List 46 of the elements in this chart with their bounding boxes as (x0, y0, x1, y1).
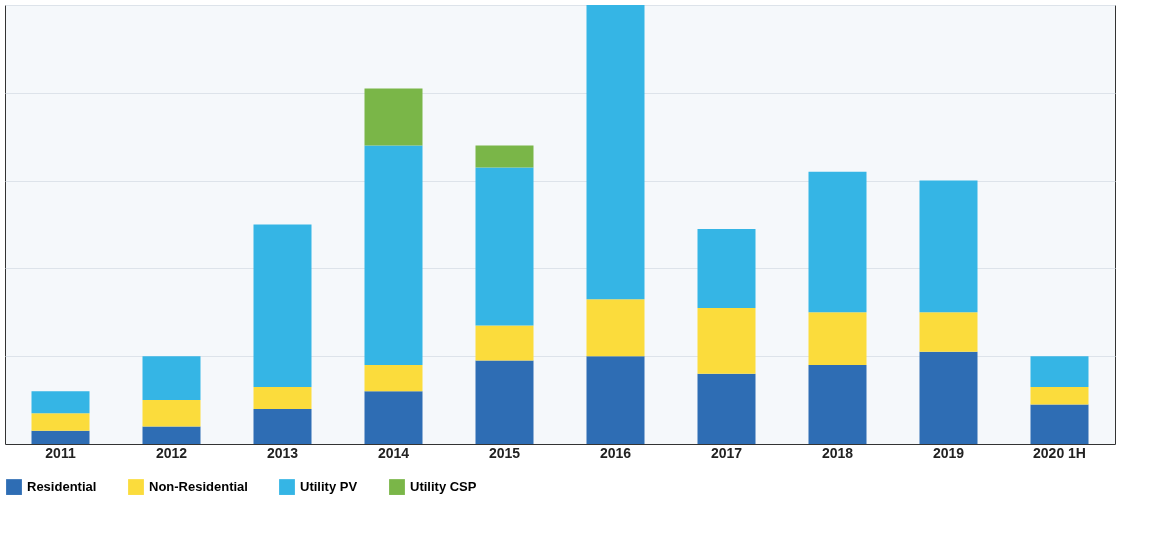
bar (919, 180, 978, 313)
bar (586, 299, 645, 357)
bar (919, 312, 978, 352)
legend-label: Utility PV (300, 479, 358, 495)
bar (475, 325, 534, 361)
bar (31, 430, 90, 444)
bar (919, 351, 978, 444)
x-tick-label: 2011 (45, 444, 76, 461)
bar (808, 171, 867, 313)
bar (364, 145, 423, 365)
x-tick-label: 2019 (932, 444, 965, 461)
bar (697, 228, 756, 308)
bar (475, 167, 534, 326)
legend-label: Residential (27, 479, 97, 495)
legend-label: Non-Residential (149, 479, 248, 495)
bar (1030, 404, 1089, 444)
bar (364, 88, 423, 146)
bar (1030, 386, 1089, 405)
bar (808, 364, 867, 444)
bar (364, 364, 423, 392)
x-tick-label: 2018 (821, 444, 854, 461)
bar (31, 391, 90, 414)
bar (364, 391, 423, 444)
x-tick-label: 2013 (266, 444, 299, 461)
bar (253, 408, 312, 444)
bar (31, 413, 90, 431)
bar (808, 312, 867, 365)
bar (475, 145, 534, 168)
bar (142, 400, 201, 427)
bar (475, 360, 534, 444)
legend-label: Utility CSP (410, 479, 477, 495)
bar (586, 356, 645, 444)
x-tick-label: 2012 (155, 444, 188, 461)
x-tick-label: 2016 (599, 444, 632, 461)
bar (253, 224, 312, 387)
x-tick-label: 2020 1H (1033, 444, 1086, 461)
bar (697, 373, 756, 444)
bar (142, 356, 201, 401)
x-tick-label: 2014 (377, 444, 410, 461)
bar (1030, 356, 1089, 387)
x-tick-label: 2015 (488, 444, 521, 461)
x-tick-label: 2017 (710, 444, 743, 461)
bar (253, 386, 312, 409)
bar (697, 307, 756, 374)
bar (142, 426, 201, 444)
bar (586, 5, 645, 300)
